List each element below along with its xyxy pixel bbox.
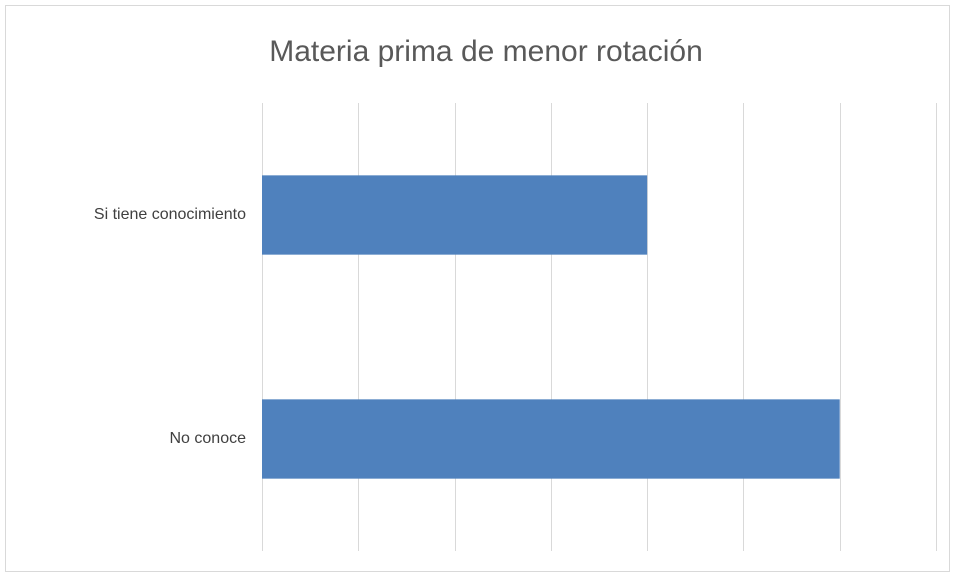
chart-title: Materia prima de menor rotación (269, 35, 703, 68)
y-tick-label: No conoce (170, 430, 247, 447)
y-tick-label: Si tiene conocimiento (94, 206, 246, 223)
bar (262, 399, 840, 479)
bar (262, 175, 648, 255)
chart-border (5, 5, 950, 572)
